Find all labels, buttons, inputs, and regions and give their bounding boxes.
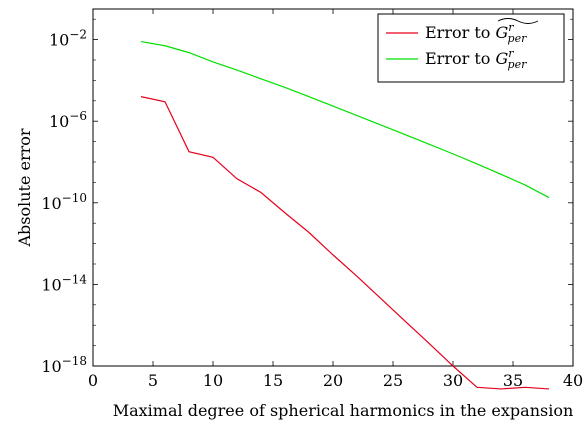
legend-tilde-mark [497,18,539,24]
legend-entry-2: Error to Gr per [425,47,527,71]
x-tick-label: 20 [323,371,343,390]
x-tick-label: 40 [563,371,583,390]
x-axis-label: Maximal degree of spherical harmonics in… [113,401,574,420]
series-line-2 [140,40,550,199]
y-tick-label: 10−6 [49,109,87,131]
x-tick-label: 0 [88,371,98,390]
y-tick-label: 10−2 [49,28,87,50]
series-line-1 [140,96,550,390]
series-lines [140,40,550,390]
x-tick-label: 25 [383,371,403,390]
x-tick-label: 30 [443,371,463,390]
legend-box [377,13,565,83]
x-tick-label: 10 [203,371,223,390]
y-tick-label: 10−10 [41,191,87,213]
x-tick-label: 35 [503,371,523,390]
x-tick-label: 5 [148,371,158,390]
x-tick-label: 15 [263,371,283,390]
axis-ticks: 0 5 10 15 20 25 30 35 40 10−2 10−6 10−10 10−14 10−18 [41,9,583,390]
y-tick-label: 10−14 [41,272,87,294]
legend-entry-1: Error to Gr per [425,21,527,45]
y-tick-label: 10−18 [41,354,87,376]
y-axis-label: Absolute error [15,128,34,247]
